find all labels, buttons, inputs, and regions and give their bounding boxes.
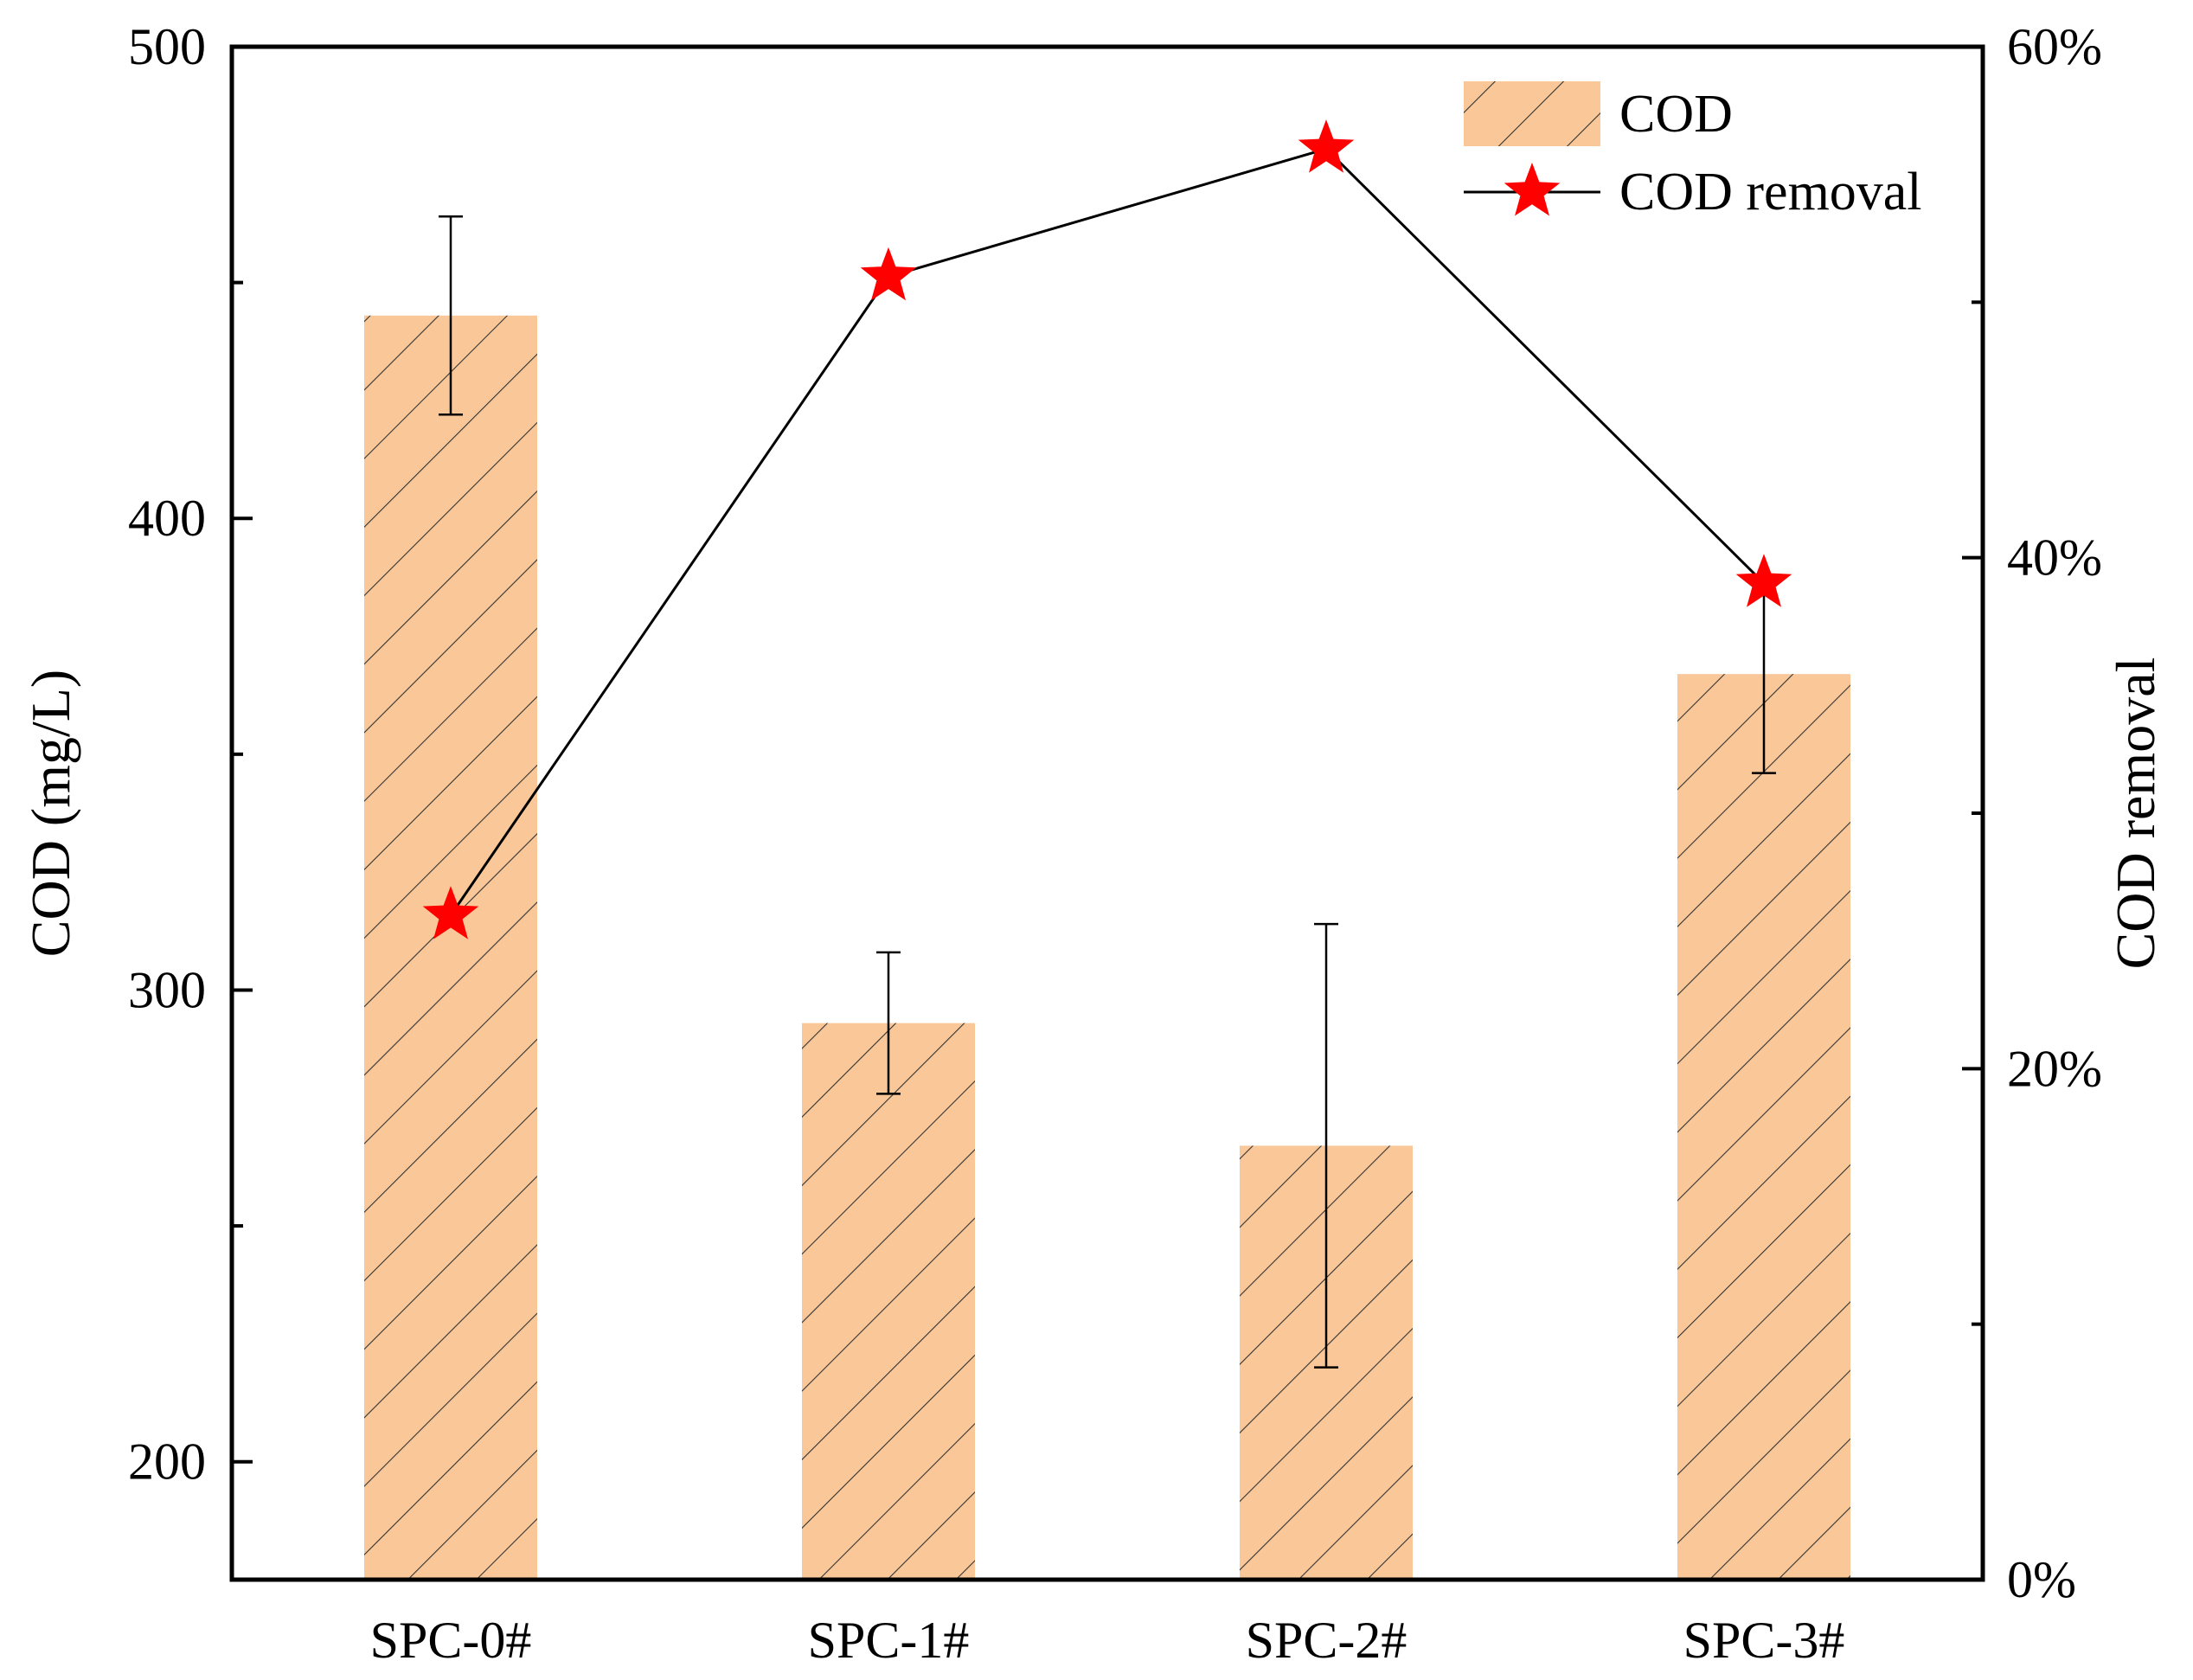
x-axis-labels: SPC-0# SPC-1# SPC-2# SPC-3#	[370, 1612, 1845, 1669]
removal-line-series	[449, 147, 1766, 916]
legend-label-cod: COD	[1619, 85, 1733, 144]
x-tick-label-2: SPC-1#	[808, 1612, 970, 1669]
legend-label-cod-removal: COD removal	[1619, 163, 1922, 221]
left-tick-label-1: 200	[128, 1433, 206, 1491]
legend: COD COD removal	[1464, 81, 1922, 221]
left-tick-label-4: 500	[128, 18, 206, 75]
y-right-axis-title: COD removal	[2105, 657, 2166, 970]
removal-point-2	[860, 247, 917, 301]
bar-1	[364, 315, 537, 1580]
right-tick-label-2: 20%	[2007, 1040, 2102, 1097]
bar-4	[1677, 674, 1850, 1580]
right-tick-label-3: 40%	[2007, 529, 2102, 587]
right-axis-ticks: 0% 20% 40% 60%	[1962, 18, 2102, 1608]
bar-2	[802, 1023, 975, 1580]
error-bars	[439, 215, 1776, 1369]
right-tick-label-1: 0%	[2007, 1551, 2076, 1608]
removal-point-4	[1735, 554, 1792, 607]
left-axis-ticks: 200 300 400 500	[128, 18, 253, 1491]
left-tick-label-3: 400	[128, 490, 206, 547]
legend-star-icon	[1504, 163, 1561, 216]
y-left-axis-title: COD (mg/L)	[20, 670, 81, 957]
legend-swatch-cod	[1464, 81, 1600, 146]
x-tick-label-1: SPC-0#	[370, 1612, 532, 1669]
removal-markers	[422, 119, 1792, 939]
removal-point-3	[1298, 119, 1355, 173]
x-tick-label-4: SPC-3#	[1683, 1612, 1845, 1669]
right-tick-label-4: 60%	[2007, 18, 2102, 75]
left-tick-label-2: 300	[128, 961, 206, 1018]
x-tick-label-3: SPC-2#	[1246, 1612, 1407, 1669]
bars	[364, 315, 1850, 1580]
removal-point-1	[422, 886, 479, 939]
removal-line	[449, 147, 1766, 916]
